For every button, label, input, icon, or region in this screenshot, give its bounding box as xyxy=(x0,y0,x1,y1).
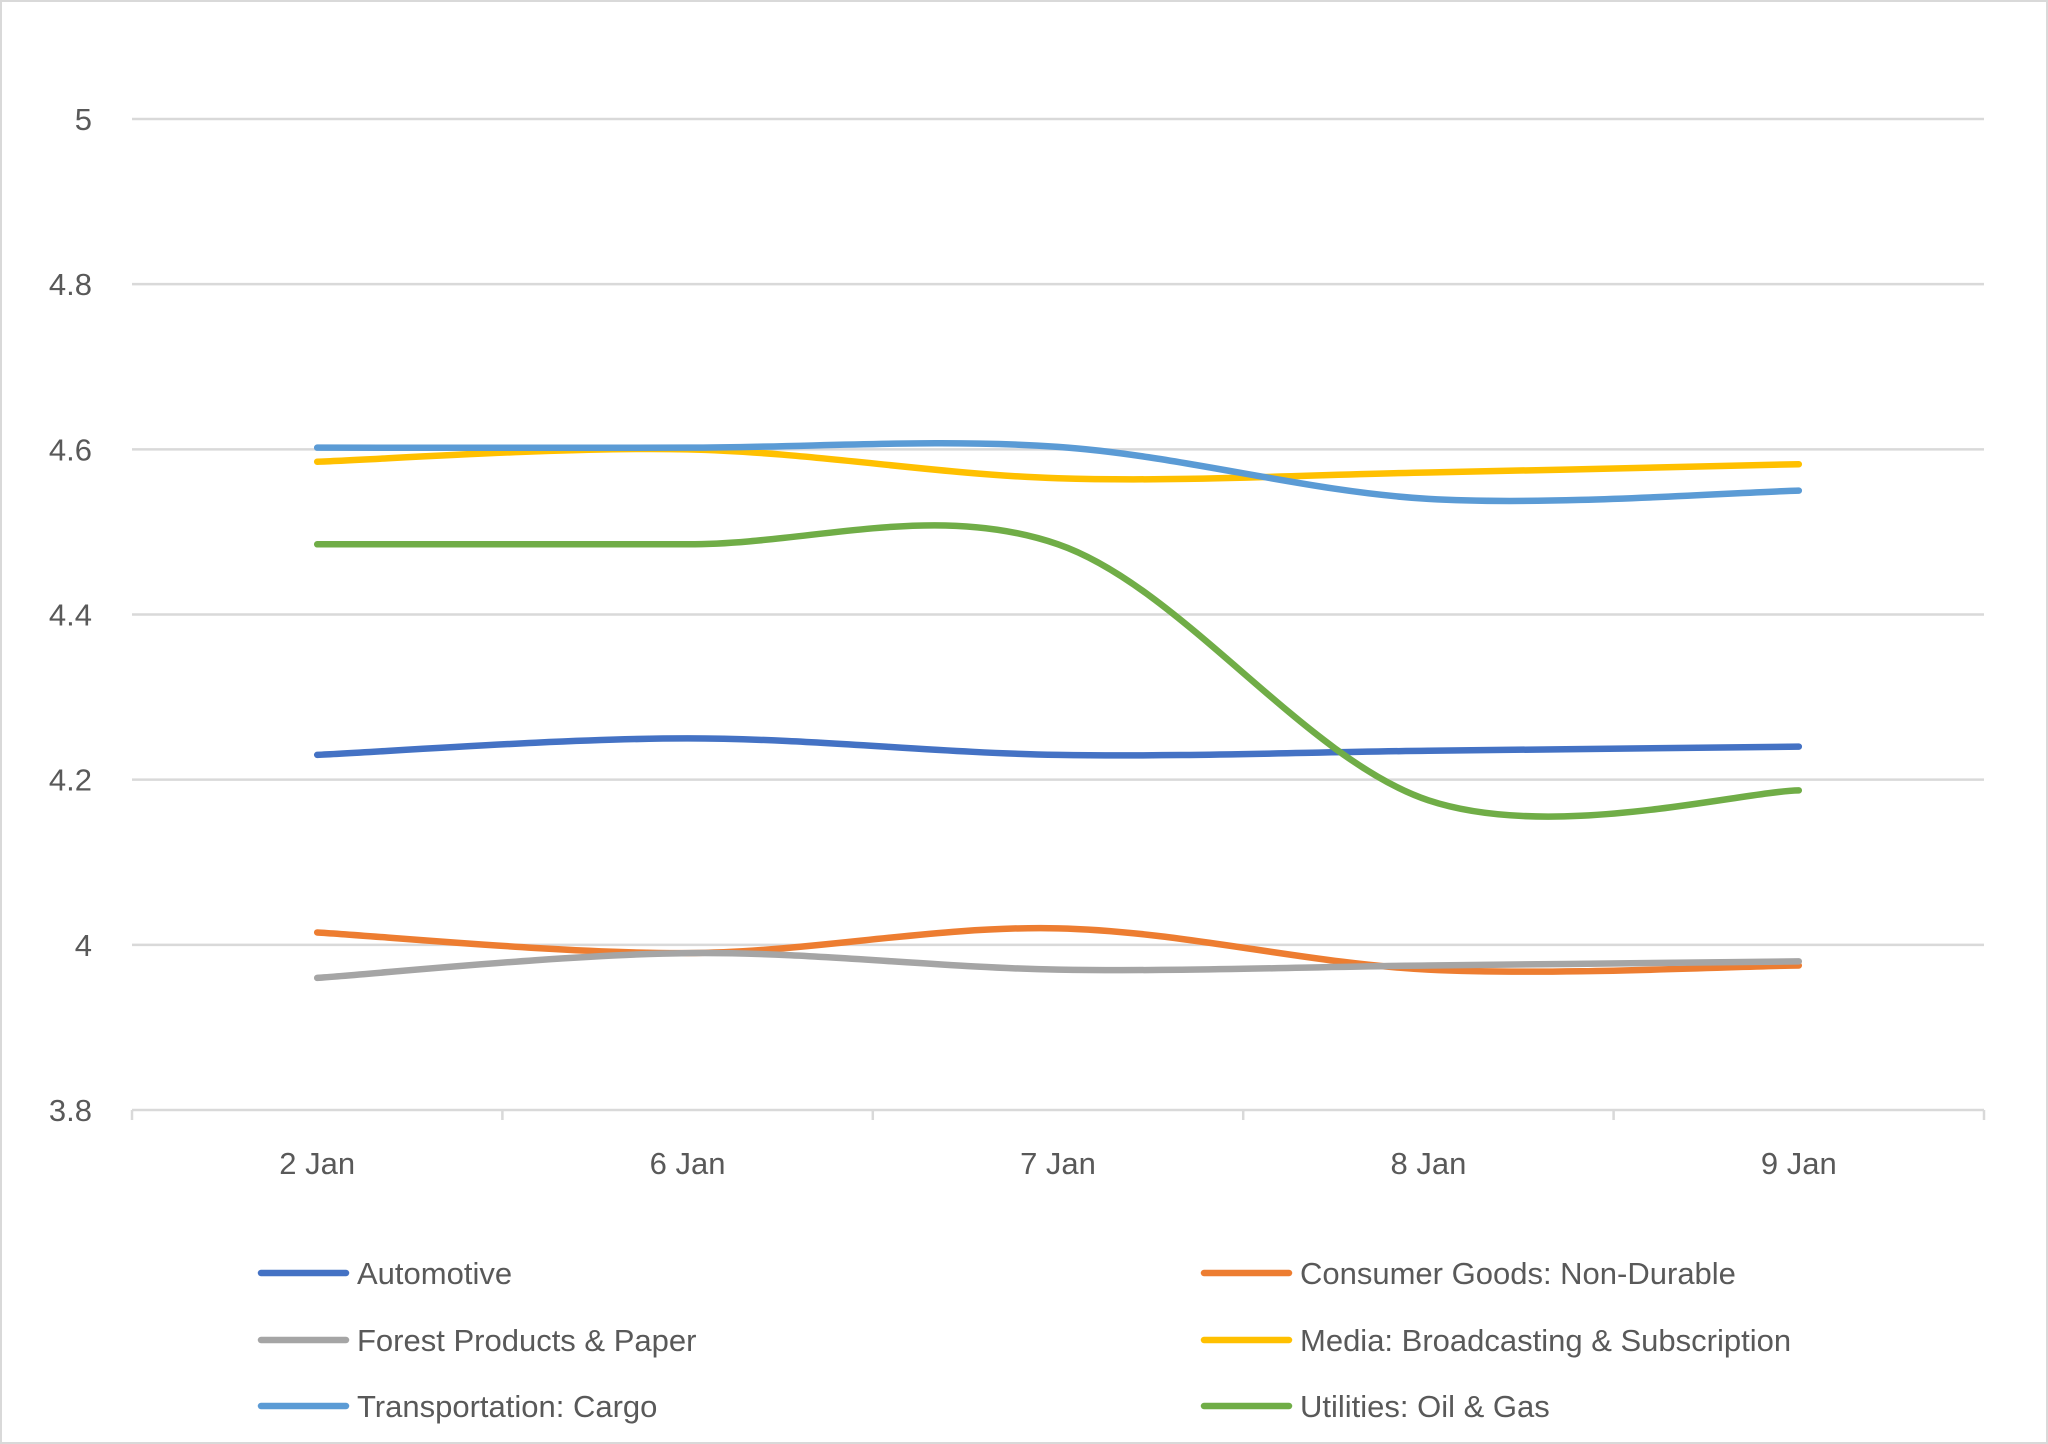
legend-label: Consumer Goods: Non-Durable xyxy=(1300,1256,1736,1291)
legend-label: Automotive xyxy=(357,1256,512,1291)
legend-item: Automotive xyxy=(257,1256,512,1291)
series-line-transportation-cargo xyxy=(313,439,1803,505)
legend-item: Forest Products & Paper xyxy=(257,1323,696,1358)
legend-item: Media: Broadcasting & Subscription xyxy=(1200,1323,1791,1358)
y-tick-label: 5 xyxy=(75,102,92,137)
legend-label: Transportation: Cargo xyxy=(357,1389,657,1424)
series-line-consumer-goods-non-durable xyxy=(313,924,1803,975)
legend-label: Forest Products & Paper xyxy=(357,1323,696,1358)
x-tick-label: 7 Jan xyxy=(1020,1146,1096,1181)
legend-label: Media: Broadcasting & Subscription xyxy=(1300,1323,1791,1358)
x-tick-label: 8 Jan xyxy=(1390,1146,1466,1181)
series-lines xyxy=(313,439,1803,982)
y-tick-label: 4.4 xyxy=(49,598,92,633)
x-tick-label: 9 Jan xyxy=(1761,1146,1837,1181)
series-line-utilities-oil-gas xyxy=(313,522,1803,820)
legend-item: Consumer Goods: Non-Durable xyxy=(1200,1256,1736,1291)
legend-item: Transportation: Cargo xyxy=(257,1389,657,1424)
legend: Automotive Consumer Goods: Non-Durable For… xyxy=(257,1256,1791,1424)
y-tick-label: 4.8 xyxy=(49,267,92,302)
series-line-automotive xyxy=(313,735,1803,759)
y-tick-label: 4.2 xyxy=(49,763,92,798)
legend-label: Utilities: Oil & Gas xyxy=(1300,1389,1550,1424)
legend-item: Utilities: Oil & Gas xyxy=(1200,1389,1550,1424)
series-line-forest-products-paper xyxy=(313,949,1803,982)
y-tick-label: 4 xyxy=(75,928,92,963)
x-tick-label: 6 Jan xyxy=(650,1146,726,1181)
axes: 3.8 4 4.2 4.4 4.6 4.8 5 2 Jan 6 Jan 7 Jan 8 Jan 9 J… xyxy=(49,102,1986,1181)
x-tick-label: 2 Jan xyxy=(279,1146,355,1181)
y-tick-label: 3.8 xyxy=(49,1093,92,1128)
y-tick-label: 4.6 xyxy=(49,432,92,467)
